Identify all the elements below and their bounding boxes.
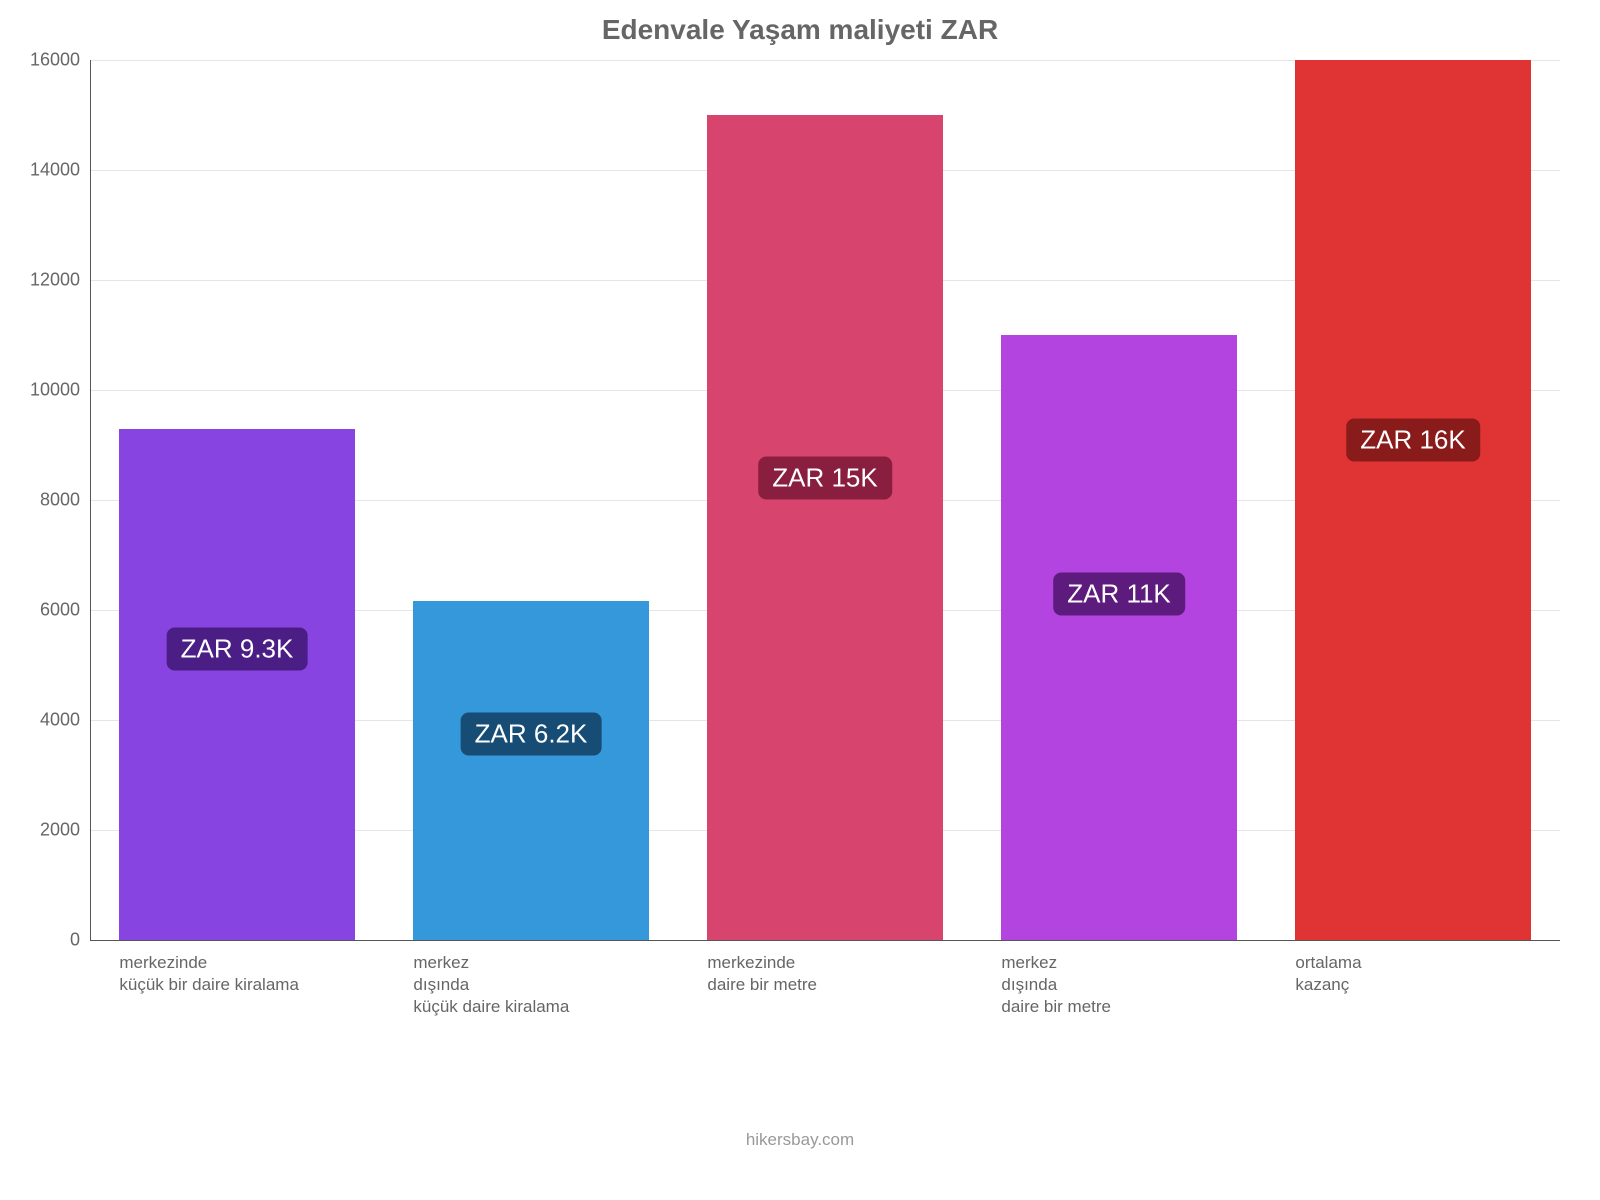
x-tick-label: merkezindedaire bir metre: [707, 952, 1002, 996]
value-badge: ZAR 15K: [758, 457, 892, 500]
y-tick-label: 16000: [10, 50, 80, 71]
value-badge: ZAR 9.3K: [167, 627, 308, 670]
x-tick-label: merkezdışındaküçük daire kiralama: [413, 952, 708, 1018]
y-tick-label: 4000: [10, 710, 80, 731]
y-tick-label: 8000: [10, 490, 80, 511]
value-badge: ZAR 11K: [1053, 572, 1185, 615]
x-tick-line: merkez: [413, 952, 708, 974]
x-tick-line: merkezinde: [707, 952, 1002, 974]
bar: [1001, 335, 1236, 940]
x-tick-line: merkez: [1001, 952, 1296, 974]
gridline: [90, 940, 1560, 941]
y-tick-label: 6000: [10, 600, 80, 621]
x-tick-line: merkezinde: [119, 952, 414, 974]
chart-title: Edenvale Yaşam maliyeti ZAR: [0, 14, 1600, 46]
x-tick-line: küçük daire kiralama: [413, 996, 708, 1018]
attribution-text: hikersbay.com: [0, 1130, 1600, 1150]
y-tick-label: 14000: [10, 160, 80, 181]
cost-of-living-chart: Edenvale Yaşam maliyeti ZAR 020004000600…: [0, 0, 1600, 1200]
y-axis-line: [90, 60, 91, 940]
x-tick-line: ortalama: [1295, 952, 1590, 974]
x-tick-line: kazanç: [1295, 974, 1590, 996]
y-tick-label: 10000: [10, 380, 80, 401]
x-tick-label: ortalamakazanç: [1295, 952, 1590, 996]
bar: [707, 115, 942, 940]
value-badge: ZAR 16K: [1346, 418, 1480, 461]
x-tick-label: merkezdışındadaire bir metre: [1001, 952, 1296, 1018]
y-tick-label: 2000: [10, 820, 80, 841]
x-tick-line: daire bir metre: [707, 974, 1002, 996]
plot-area: 0200040006000800010000120001400016000ZAR…: [90, 60, 1560, 940]
bar: [119, 429, 354, 941]
value-badge: ZAR 6.2K: [461, 712, 602, 755]
x-tick-line: daire bir metre: [1001, 996, 1296, 1018]
y-tick-label: 12000: [10, 270, 80, 291]
bar: [1295, 60, 1530, 940]
y-tick-label: 0: [10, 930, 80, 951]
x-tick-label: merkezindeküçük bir daire kiralama: [119, 952, 414, 996]
x-tick-line: dışında: [413, 974, 708, 996]
bar: [413, 601, 648, 940]
x-tick-line: küçük bir daire kiralama: [119, 974, 414, 996]
x-tick-line: dışında: [1001, 974, 1296, 996]
